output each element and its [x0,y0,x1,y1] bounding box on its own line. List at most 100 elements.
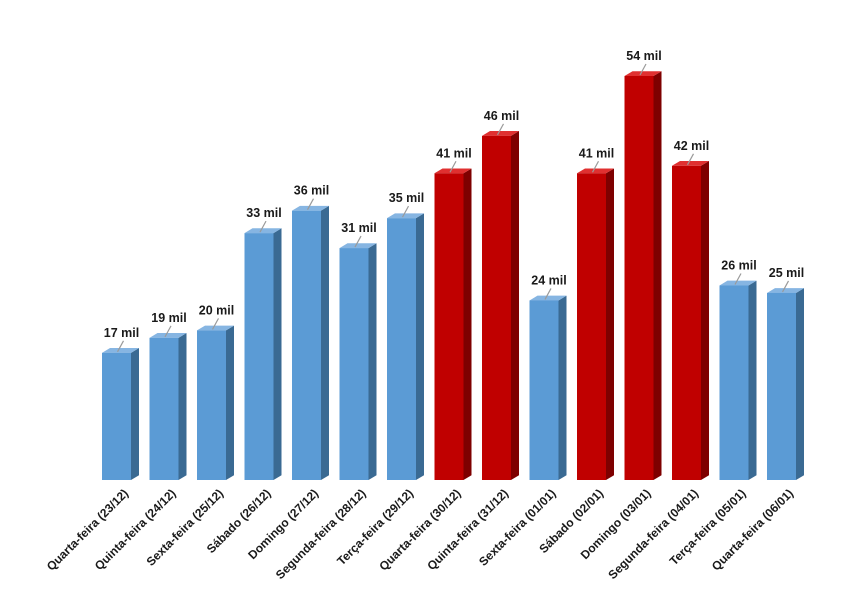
value-leader-line [496,123,505,136]
bar-top [624,71,662,76]
value-label-1: 17 mil [104,326,139,340]
bar-side [701,160,709,480]
value-label-9: 46 mil [484,109,519,123]
bar-9 [482,131,519,480]
bar-front [434,173,464,480]
bar-side [131,348,139,480]
value-labels-layer: 17 mil 19 mil 20 mil 33 mil 36 mil 31 mil 35 m… [104,49,804,353]
bar-12 [624,71,662,480]
bar-front [624,76,654,480]
bar-1 [102,348,139,480]
bar-front [102,352,131,480]
bar-front [529,300,559,480]
value-leader-line [401,205,410,218]
bar-side [463,168,472,480]
bar-front [719,285,749,480]
bar-top [339,243,377,249]
bar-side [368,243,377,480]
bar-front [767,292,796,480]
bar-front [482,135,511,480]
category-label-13: Segunda-feira (04/01) [605,486,701,582]
bar-side [606,168,614,480]
bar-front [387,218,416,481]
bar-front [149,337,179,480]
value-leader-line [781,280,790,293]
bar-top [197,325,234,331]
bar-15 [767,288,804,480]
value-leader-line [544,288,552,300]
value-leader-line [306,198,315,210]
bar-8 [434,168,472,480]
value-leader-line [211,318,220,330]
bar-top [434,168,472,174]
value-label-4: 33 mil [246,206,281,220]
bar-side [226,325,234,480]
value-leader-line [116,340,125,353]
bar-2 [149,333,187,480]
value-leader-line [639,63,647,76]
category-label-15: Quarta-feira (06/01) [709,486,796,573]
category-labels-layer: Quarta-feira (23/12)Quinta-feira (24/12)… [44,486,796,582]
bar-14 [719,280,757,480]
bar-7 [387,213,424,481]
value-label-6: 31 mil [341,221,376,235]
value-label-2: 19 mil [151,311,186,325]
bar-4 [244,228,282,480]
bar-front [292,210,321,480]
value-leader-line [686,153,695,166]
value-label-3: 20 mil [199,303,234,317]
bar-top [149,333,187,338]
value-label-13: 42 mil [674,139,709,153]
category-label-1: Quarta-feira (23/12) [44,486,131,573]
bar-side [273,228,282,480]
bar-side [653,71,662,480]
value-label-15: 25 mil [769,266,804,280]
category-label-2: Quinta-feira (24/12) [92,486,179,573]
bar-side [321,205,329,480]
bar-side [796,288,804,480]
value-leader-line [449,160,457,173]
bar-front [577,173,606,480]
bar-top [387,213,424,219]
bar-side [558,295,567,480]
bar-top [529,295,567,301]
value-label-14: 26 mil [721,258,756,272]
bar-top [672,160,709,166]
value-label-10: 24 mil [531,273,566,287]
bar-top [719,280,757,286]
bar-front [339,248,369,480]
bar-side [511,131,519,480]
bar-3 [197,325,234,480]
value-leader-line [591,160,600,173]
category-label-8: Quarta-feira (30/12) [376,486,463,573]
value-label-7: 35 mil [389,191,424,205]
bar-side [178,333,187,480]
value-label-8: 41 mil [436,146,471,160]
value-leader-line [259,220,267,233]
bar-top [102,348,139,353]
bar-top [577,168,614,174]
bar-front [244,233,274,480]
bar-top [482,131,519,136]
value-leader-line [164,325,172,338]
bar-front [197,330,226,480]
bar-top [244,228,282,234]
value-label-12: 54 mil [626,49,661,63]
bar-top [767,288,804,293]
bar-13 [672,160,709,480]
value-label-11: 41 mil [579,146,614,160]
value-label-5: 36 mil [294,184,329,198]
value-leader-line [734,273,742,285]
bar-top [292,205,329,211]
bar-11 [577,168,614,480]
category-label-9: Quinta-feira (31/12) [424,486,511,573]
bar-5 [292,205,329,480]
value-leader-line [354,235,362,248]
bars-layer [102,71,804,481]
bar-6 [339,243,377,480]
bar-side [416,213,424,480]
bar-front [672,165,701,480]
category-label-6: Segunda-feira (28/12) [273,486,369,582]
